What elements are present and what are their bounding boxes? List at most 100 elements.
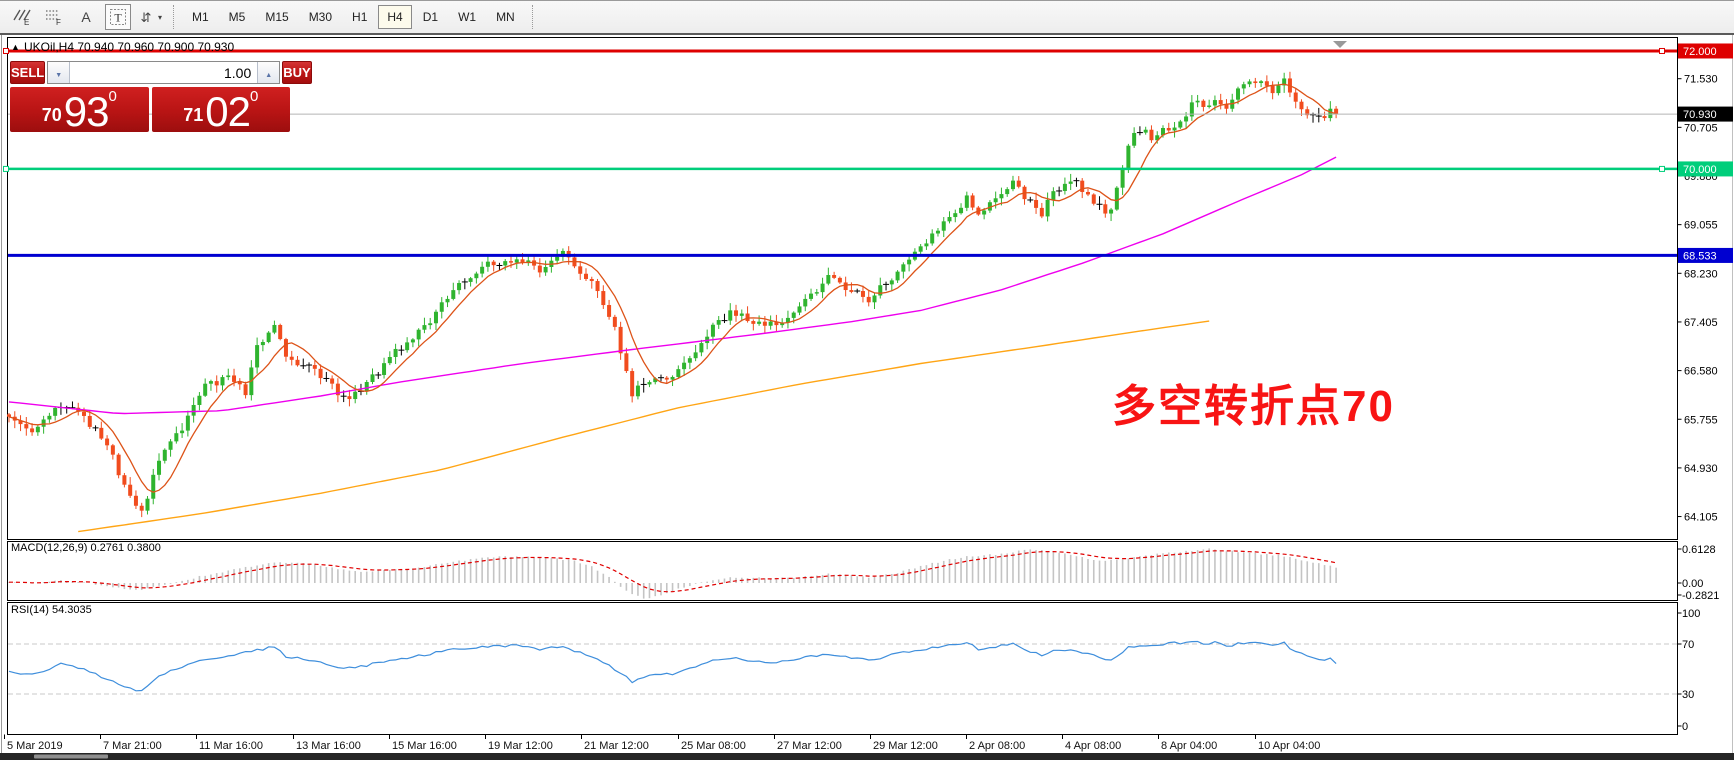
- buy-price-digits: 02: [205, 87, 251, 135]
- svg-text:70.705: 70.705: [1684, 122, 1718, 134]
- chevron-down-icon: ▼: [55, 72, 63, 79]
- hline-handle[interactable]: [1659, 165, 1665, 172]
- timeframe-w1-button[interactable]: W1: [449, 5, 485, 29]
- indicator-axes: 0.6128 0.00-0.2821 100 70 30 0: [1677, 544, 1719, 733]
- svg-text:70.930: 70.930: [1683, 109, 1717, 121]
- svg-text:2 Apr 08:00: 2 Apr 08:00: [969, 740, 1025, 752]
- timeframe-mn-button[interactable]: MN: [487, 5, 524, 29]
- tool-label-tool[interactable]: A: [73, 4, 99, 30]
- tool-arrow-style-tool[interactable]: ⇵ ▾: [137, 4, 163, 30]
- macd-label: MACD(12,26,9) 0.2761 0.3800: [11, 542, 161, 554]
- svg-text:64.105: 64.105: [1684, 512, 1718, 524]
- macd-layer: [8, 548, 1337, 599]
- svg-text:0.6128: 0.6128: [1682, 544, 1716, 556]
- price-badge-72.000: [1678, 43, 1733, 59]
- svg-text:70.000: 70.000: [1683, 164, 1717, 176]
- svg-text:8 Apr 04:00: 8 Apr 04:00: [1161, 740, 1217, 752]
- hline-handle[interactable]: [3, 47, 9, 54]
- buy-price-box[interactable]: 71 02 0: [151, 87, 290, 135]
- svg-text:27 Mar 12:00: 27 Mar 12:00: [777, 740, 842, 752]
- svg-text:30: 30: [1682, 689, 1694, 701]
- buy-button[interactable]: BUY: [282, 61, 312, 84]
- svg-text:13 Mar 16:00: 13 Mar 16:00: [296, 740, 361, 752]
- volume-decrease-button[interactable]: ▼: [48, 62, 71, 83]
- svg-text:11 Mar 16:00: 11 Mar 16:00: [199, 740, 263, 752]
- svg-text:68.533: 68.533: [1683, 250, 1717, 262]
- volume-increase-button[interactable]: ▲: [257, 62, 280, 83]
- volume-input[interactable]: [70, 62, 258, 83]
- arrow-style-tool-icon: ⇵: [141, 11, 152, 26]
- svg-text:T: T: [114, 11, 122, 25]
- hlines-layer: [3, 41, 1677, 257]
- sell-price-box[interactable]: 70 93 0: [10, 87, 149, 132]
- chart-annotation: 多空转折点70: [1112, 382, 1395, 431]
- svg-text:4 Apr 08:00: 4 Apr 08:00: [1065, 740, 1121, 752]
- fibo-lines-tool-icon: F: [46, 10, 61, 27]
- svg-text:-0.2821: -0.2821: [1682, 590, 1719, 602]
- ma-fast-line: [8, 83, 1337, 493]
- timeframe-m30-button[interactable]: M30: [300, 5, 341, 29]
- buy-price-pip: 0: [249, 88, 259, 105]
- svg-text:70: 70: [1682, 639, 1694, 651]
- timeframe-d1-button[interactable]: D1: [414, 5, 447, 29]
- svg-text:0.00: 0.00: [1682, 578, 1703, 590]
- tool-textbox-tool[interactable]: T: [105, 4, 131, 30]
- timeframe-m15-button[interactable]: M15: [256, 5, 297, 29]
- svg-text:100: 100: [1682, 608, 1700, 620]
- svg-text:A: A: [81, 9, 91, 25]
- svg-text:71.530: 71.530: [1684, 74, 1718, 86]
- date-axis: 5 Mar 2019 7 Mar 21:00 11 Mar 16:00 13 Mar …: [4, 734, 1320, 752]
- bottom-bar: [0, 753, 1734, 760]
- sell-price-pip: 0: [108, 88, 117, 105]
- timeframe-group: M1 M5 M15 M30 H1 H4 D1 W1 MN: [182, 5, 525, 29]
- hline-handle[interactable]: [3, 165, 9, 172]
- svg-text:0: 0: [1682, 721, 1688, 733]
- panes: [1, 35, 1733, 753]
- hline-handle[interactable]: [1659, 47, 1665, 54]
- toolbar-separator: [173, 5, 175, 29]
- rsi-levels: [8, 643, 1677, 695]
- chevron-up-icon: ▲: [265, 72, 273, 79]
- sell-price-prefix: 70: [41, 105, 62, 125]
- hscrollbar-thumb[interactable]: [34, 754, 108, 759]
- timeframe-m5-button[interactable]: M5: [220, 5, 255, 29]
- buy-price-prefix: 71: [183, 105, 204, 125]
- svg-text:5 Mar 2019: 5 Mar 2019: [7, 740, 63, 752]
- svg-text:F: F: [56, 18, 61, 27]
- chevron-down-icon: ▾: [157, 12, 162, 22]
- ohlc-marker-icon: ▲: [11, 42, 20, 52]
- svg-text:21 Mar 12:00: 21 Mar 12:00: [584, 740, 649, 752]
- price-axis: 71.53070.70569.88069.05568.23067.40566.5…: [1677, 43, 1733, 524]
- chart-symbol-title: UKOil,H4 70.940 70.960 70.900 70.930: [24, 40, 235, 54]
- hatch-pattern-tool-icon: E: [13, 9, 31, 27]
- drawing-tools-group: E F A T ⇵ ▾: [6, 4, 166, 30]
- toolbar-separator: [531, 5, 534, 29]
- timeframe-h1-button[interactable]: H1: [343, 5, 376, 29]
- ma-slow-line: [78, 320, 1210, 533]
- tool-hatch-pattern-tool[interactable]: E: [9, 4, 35, 30]
- svg-text:72.000: 72.000: [1683, 46, 1717, 58]
- macd-signal-line: [9, 550, 1337, 593]
- svg-text:⇵: ⇵: [141, 11, 152, 26]
- svg-text:10 Apr 04:00: 10 Apr 04:00: [1258, 740, 1320, 752]
- svg-text:15 Mar 16:00: 15 Mar 16:00: [392, 740, 457, 752]
- volume-spinner: ▼ ▲: [47, 61, 281, 84]
- timeframe-h4-button[interactable]: H4: [378, 5, 412, 29]
- svg-text:25 Mar 08:00: 25 Mar 08:00: [681, 740, 746, 752]
- timeframe-m1-button[interactable]: M1: [183, 5, 218, 29]
- tool-fibo-lines-tool[interactable]: F: [41, 4, 67, 30]
- rsi-line: [8, 640, 1337, 692]
- svg-text:19 Mar 12:00: 19 Mar 12:00: [488, 740, 553, 752]
- label-tool-icon: A: [81, 9, 91, 25]
- svg-text:69.055: 69.055: [1684, 220, 1718, 232]
- sell-button[interactable]: SELL: [10, 61, 46, 84]
- svg-text:68.230: 68.230: [1684, 268, 1718, 280]
- svg-text:E: E: [24, 18, 29, 27]
- svg-text:29 Mar 12:00: 29 Mar 12:00: [873, 740, 938, 752]
- rsi-label: RSI(14) 54.3035: [11, 604, 92, 616]
- ma-mid-line: [8, 156, 1337, 415]
- chart-shift-marker[interactable]: [1333, 41, 1347, 48]
